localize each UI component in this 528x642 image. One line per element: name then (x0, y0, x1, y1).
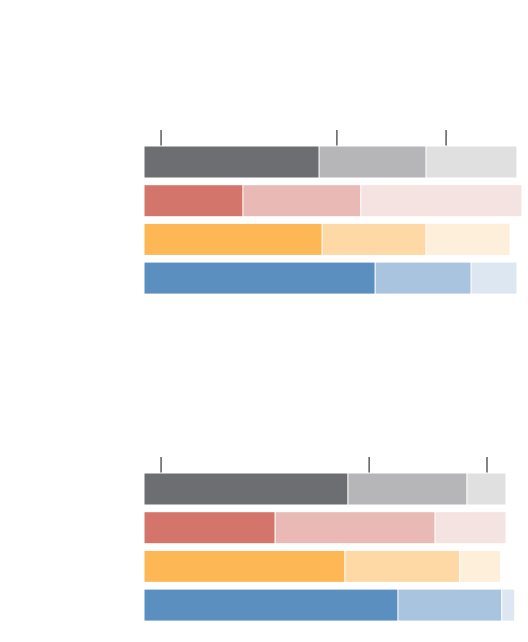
bar-segment (143, 184, 244, 218)
bar-segment (143, 511, 276, 545)
bar-segment (466, 472, 507, 506)
bar-segment (470, 261, 518, 295)
bar-segment (374, 261, 472, 295)
bar-segment (425, 145, 518, 179)
bar-segment (242, 184, 362, 218)
bar-segment (425, 222, 511, 256)
bar-segment (318, 145, 427, 179)
bar-segment (143, 261, 376, 295)
bar-segment (143, 222, 323, 256)
bar-segment (459, 549, 502, 583)
bar-segment (397, 588, 503, 622)
bar-segment (321, 222, 427, 256)
bar-segment (143, 472, 349, 506)
bar-segment (344, 549, 461, 583)
bar-segment (143, 588, 399, 622)
bar-segment (434, 511, 507, 545)
bar-segment (143, 549, 346, 583)
bar-segment (360, 184, 523, 218)
bar-segment (274, 511, 436, 545)
bar-segment (143, 145, 320, 179)
bar-segment (501, 588, 516, 622)
bar-segment (347, 472, 468, 506)
